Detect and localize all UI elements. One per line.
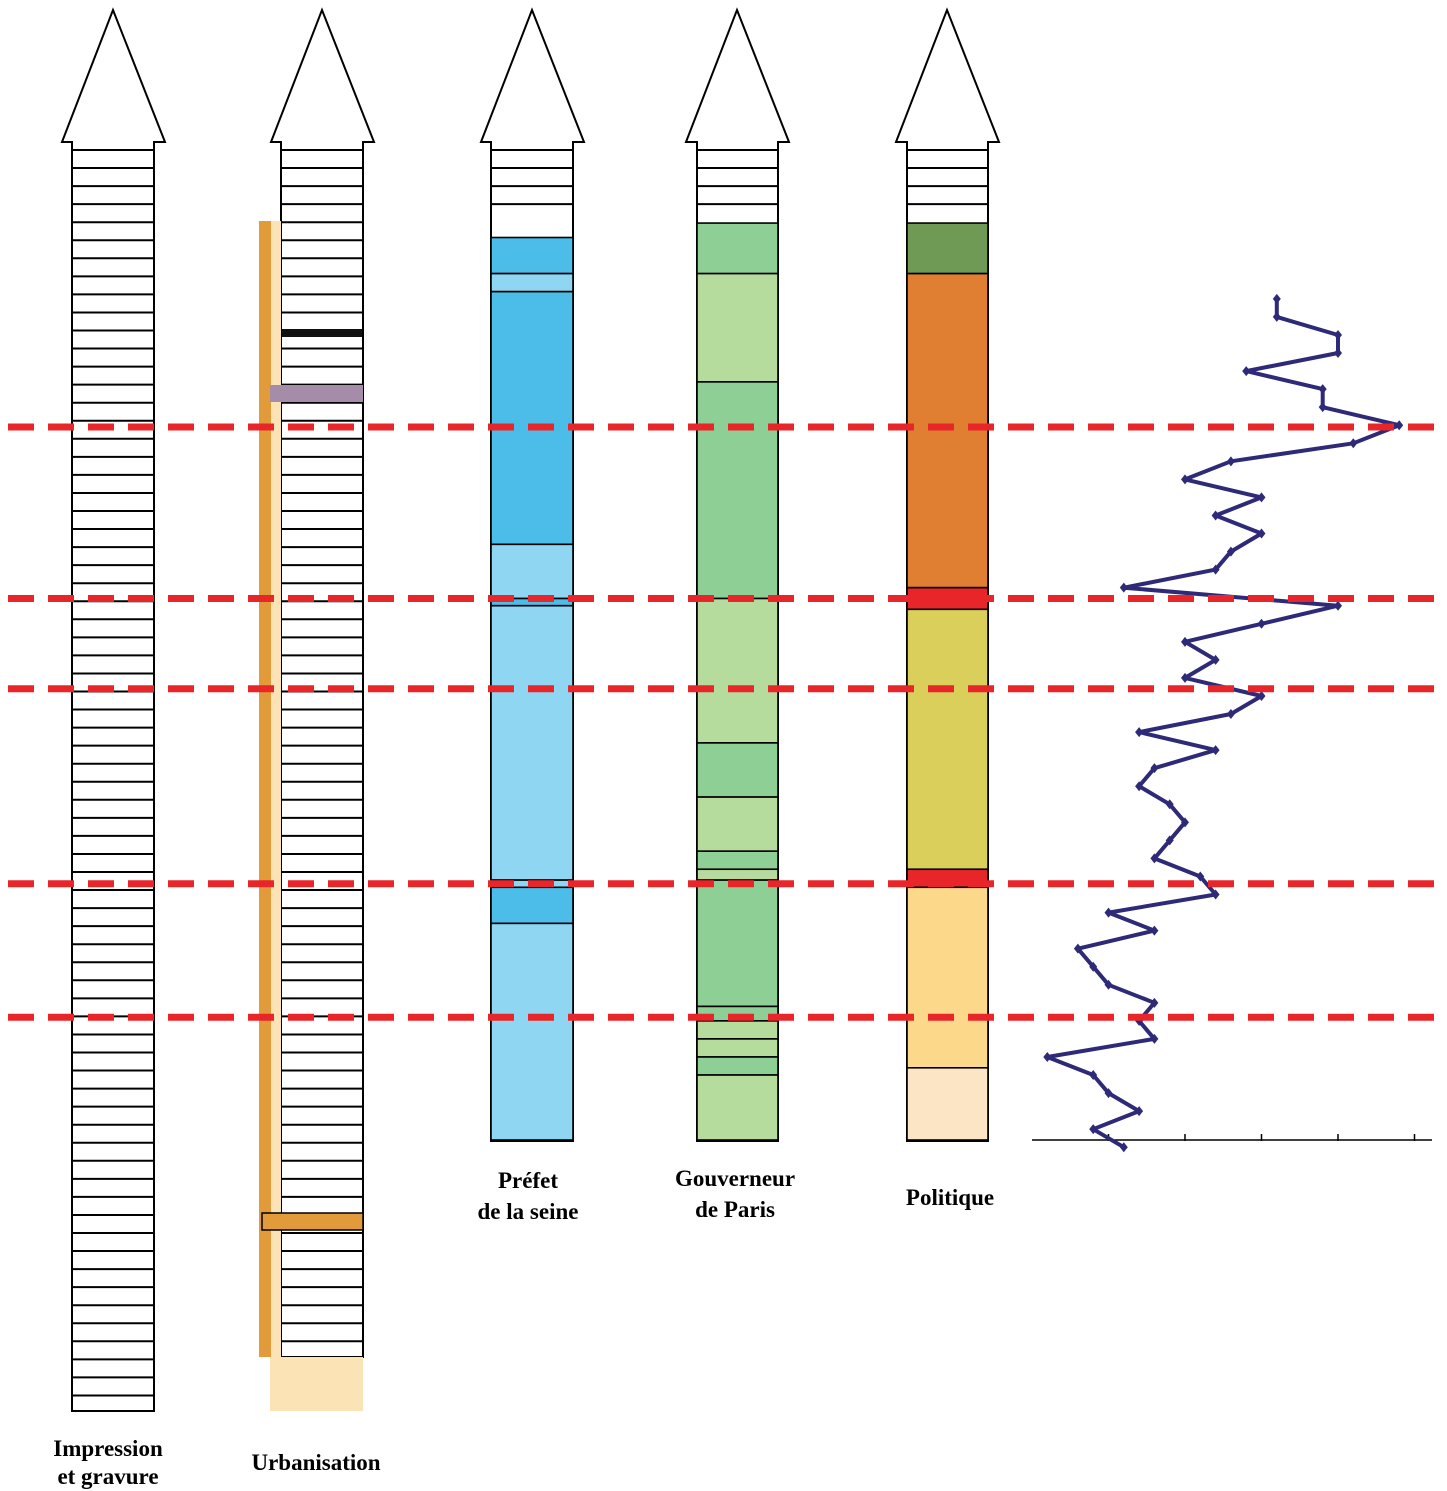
data-point (1257, 690, 1266, 701)
urbanisation-timeline-bar-light (271, 221, 281, 1357)
title-impression-line2: et gravure (57, 1464, 158, 1489)
data-point (1242, 366, 1251, 377)
enceinte-thiers-block (270, 385, 363, 402)
gouverneur-segment (696, 222, 779, 275)
data-point (1181, 636, 1189, 647)
title-gouverneur-line2: de Paris (695, 1197, 775, 1222)
politique-column (906, 222, 989, 1141)
enceinte-fermiers-block (270, 1357, 363, 1411)
data-point (1257, 492, 1266, 503)
gouverneur-segment (696, 879, 779, 1008)
title-prefet-line1: Préfet (498, 1168, 558, 1193)
data-point (1196, 871, 1205, 882)
title-impression-line1: Impression (53, 1436, 163, 1461)
urbanisation-arrow (269, 7, 376, 1358)
data-series-line (1045, 298, 1402, 1149)
data-point (1181, 672, 1189, 683)
politique-segment (906, 222, 989, 275)
title-prefet-line2: de la seine (478, 1199, 579, 1224)
data-point (1043, 1051, 1052, 1062)
prefet-segment (490, 604, 574, 881)
data-point (1150, 997, 1159, 1008)
line-chart (1032, 293, 1432, 1153)
data-point (1073, 943, 1082, 954)
gouverneur-segment (696, 597, 779, 744)
data-point (1334, 348, 1342, 359)
prefet-segment (490, 922, 574, 1141)
title-urbanisation: Urbanisation (251, 1450, 380, 1475)
data-point (1211, 510, 1220, 521)
data-point (1165, 835, 1174, 846)
gouverneur-segment (696, 1038, 779, 1058)
data-point (1181, 817, 1189, 828)
data-point (1119, 1142, 1128, 1153)
urbanisation-black-mark (282, 329, 362, 337)
data-point (1349, 438, 1358, 449)
data-point (1089, 1124, 1098, 1135)
data-point (1135, 781, 1144, 792)
data-point (1211, 654, 1220, 665)
data-point (1318, 402, 1327, 413)
data-point (1089, 961, 1098, 972)
data-point (1334, 600, 1342, 611)
prefet-segment (490, 290, 574, 546)
twelve-ardts-block (261, 1212, 364, 1231)
prefet-segment (490, 543, 574, 600)
gouverneur-segment (696, 1056, 779, 1076)
urbanisation-ladder (281, 149, 363, 1343)
gouverneur-segment (696, 742, 779, 798)
data-point (1226, 456, 1235, 467)
data-point (1211, 564, 1220, 575)
gouverneur-segment (696, 868, 779, 881)
data-point (1089, 1070, 1098, 1081)
gouverneur-segment (696, 381, 779, 600)
prefet-column (490, 236, 574, 1141)
prefet-segment (490, 886, 574, 925)
data-point (1104, 907, 1113, 918)
data-point (1226, 709, 1235, 720)
gouverneur-segment (696, 850, 779, 871)
data-point (1211, 745, 1220, 756)
data-point (1150, 763, 1159, 774)
data-point (1104, 1088, 1113, 1099)
politique-segment (906, 272, 989, 589)
data-point (1150, 853, 1159, 864)
data-point (1257, 528, 1266, 539)
data-point (1272, 311, 1281, 322)
gouverneur-segment (696, 1020, 779, 1040)
politique-segment (906, 886, 989, 1069)
data-point (1272, 293, 1281, 304)
data-point (1165, 799, 1174, 810)
gouverneur-segment (696, 1074, 779, 1141)
title-politique: Politique (906, 1185, 994, 1210)
data-point (1119, 582, 1128, 593)
data-point (1334, 329, 1342, 340)
data-point (1104, 979, 1113, 990)
urbanisation-timeline-bar (259, 221, 271, 1357)
data-point (1395, 420, 1404, 431)
gouverneur-segment (696, 796, 779, 852)
data-point (1135, 1106, 1144, 1117)
politique-segment (906, 1067, 989, 1141)
data-point (1135, 727, 1144, 738)
data-point (1318, 384, 1327, 395)
title-gouverneur-line1: Gouverneur (675, 1166, 795, 1191)
data-point (1150, 925, 1159, 936)
gouverneur-segment (696, 272, 779, 383)
data-point (1181, 474, 1189, 485)
data-point (1257, 618, 1266, 629)
data-point (1150, 1033, 1159, 1044)
prefet-segment (490, 236, 574, 275)
data-point (1211, 889, 1220, 900)
gouverneur-column (696, 222, 779, 1141)
politique-segment (906, 608, 989, 871)
prefet-segment (490, 272, 574, 293)
data-point (1226, 546, 1235, 557)
